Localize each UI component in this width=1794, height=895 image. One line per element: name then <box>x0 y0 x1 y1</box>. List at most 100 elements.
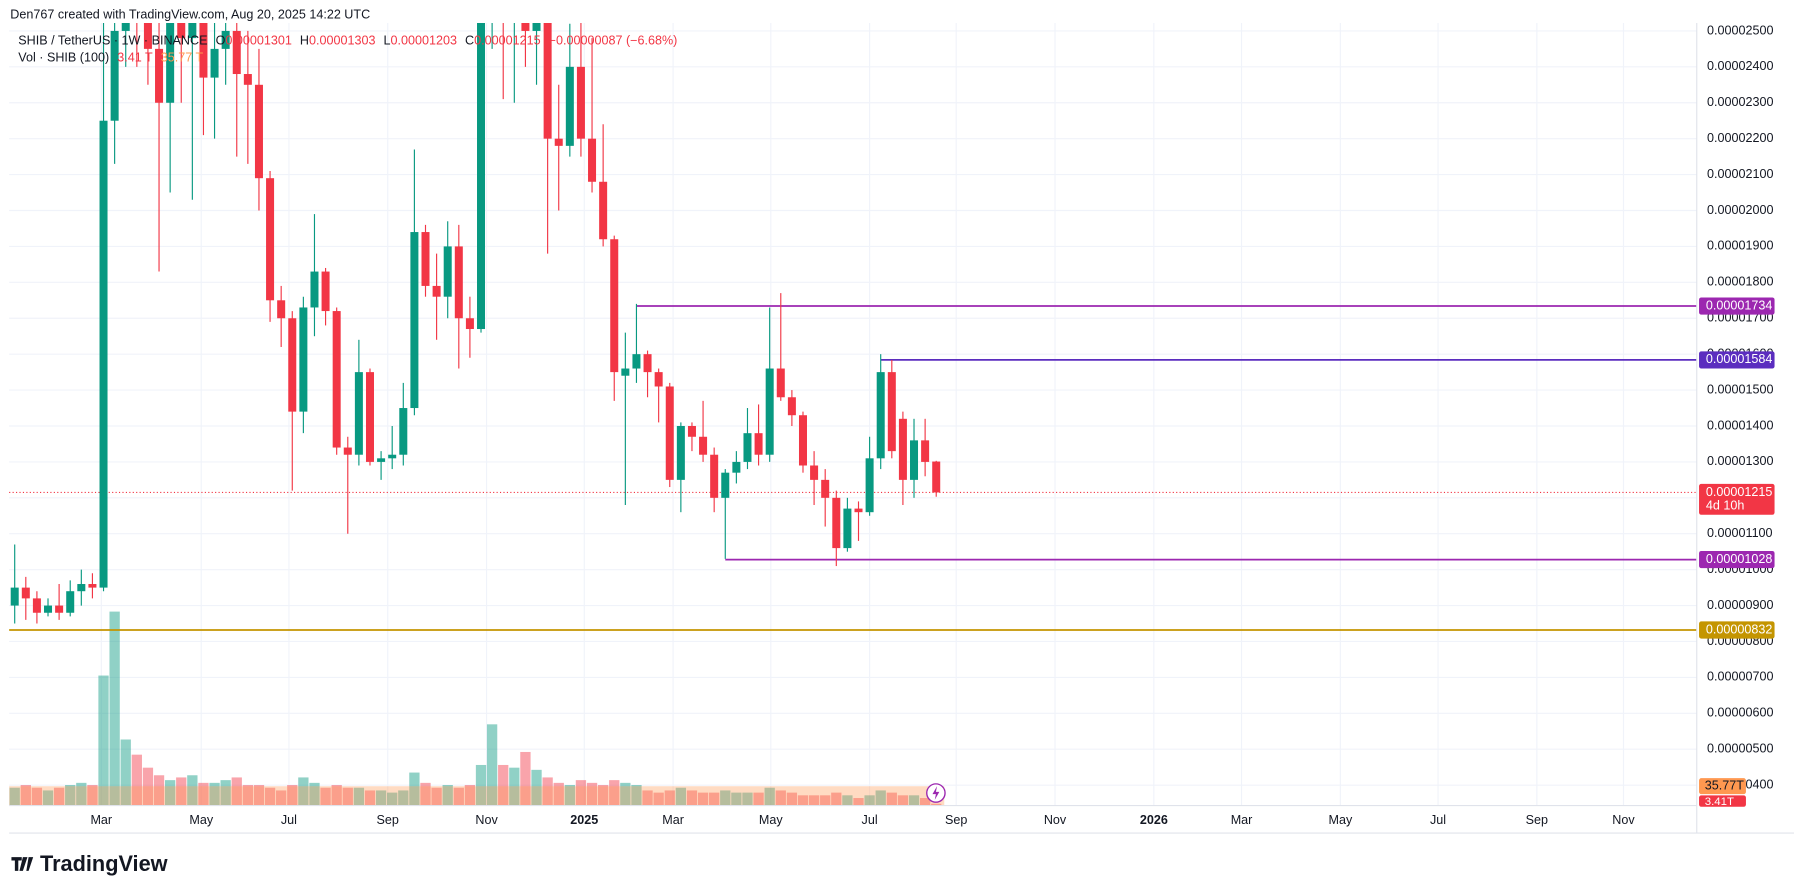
candles <box>10 23 941 624</box>
volume-bar <box>486 724 498 806</box>
x-tick-label: Sep <box>1526 813 1548 827</box>
candle-body <box>254 84 263 179</box>
volume-bar <box>42 790 54 806</box>
candle-body <box>821 479 830 498</box>
y-tick-label: 0.00002100 <box>1707 167 1773 181</box>
volume-bar <box>820 795 831 806</box>
candle-body <box>310 271 319 308</box>
volume-bar <box>675 787 687 806</box>
candle-body <box>798 415 807 466</box>
volume-bar <box>131 754 142 806</box>
y-tick-label: 0.00000900 <box>1707 598 1773 612</box>
candle-body <box>610 239 619 373</box>
x-tick-label: Jul <box>1430 813 1446 827</box>
volume-bar <box>886 792 897 806</box>
volume-bar <box>65 785 76 806</box>
change: −0.00000087 (−6.68%) <box>549 34 678 48</box>
candle-body <box>699 436 708 455</box>
candle-body <box>399 408 408 455</box>
volume-bar <box>709 792 720 806</box>
volume-bar <box>498 764 509 806</box>
candle-body <box>177 23 186 39</box>
volume-bar <box>775 790 786 806</box>
candle-body <box>365 372 374 462</box>
brand: TradingView <box>40 851 168 876</box>
volume-bar <box>464 785 476 806</box>
candle-body <box>643 354 652 373</box>
candle-body <box>776 368 785 398</box>
candle-body <box>99 120 108 588</box>
candle-body <box>10 587 19 606</box>
volume-bar <box>387 792 398 806</box>
price-line-label: 0.00000832 <box>1706 622 1772 636</box>
candle-body <box>621 368 630 376</box>
candle-body <box>576 66 585 139</box>
volume-bar <box>620 782 631 806</box>
y-tick-label: 0.00002300 <box>1707 95 1773 109</box>
volume-bar <box>753 792 764 806</box>
x-tick-label: Jul <box>862 813 878 827</box>
x-tick-label: Sep <box>377 813 399 827</box>
grid <box>9 23 1697 806</box>
volume-bar <box>209 782 220 806</box>
volume-bar <box>631 785 642 806</box>
volume-bar <box>853 798 864 806</box>
candle-body <box>565 66 574 146</box>
volume-bar <box>797 795 809 806</box>
y-tick-label: 0.00001400 <box>1707 418 1773 432</box>
candle-body <box>88 584 97 588</box>
last-price-label: 0.00001215 <box>1706 485 1772 499</box>
y-tick-label: 0.00000500 <box>1707 742 1773 756</box>
ohlc-key: C <box>465 34 474 48</box>
volume-bar <box>842 795 853 806</box>
volume-bar <box>686 790 698 806</box>
candle-body <box>787 397 796 416</box>
candle-body <box>44 605 53 613</box>
candle-body <box>21 587 30 599</box>
candle-body <box>354 372 363 455</box>
volume-bar <box>375 790 387 806</box>
volume-bar <box>220 780 231 806</box>
volume-bar <box>586 782 598 806</box>
volume-bar <box>420 782 431 806</box>
candle-body <box>843 508 852 549</box>
volume-bar <box>475 764 487 806</box>
volume-bar <box>409 772 420 806</box>
volume-bar <box>786 792 798 806</box>
symbol: SHIB / TetherUS · 1W · BINANCE <box>18 34 207 48</box>
candle-body <box>754 433 763 455</box>
volume-bar <box>176 777 187 806</box>
candle-body <box>321 271 330 312</box>
volume-bar <box>320 787 331 806</box>
volume-bar <box>76 782 87 806</box>
volume-legend: Vol · SHIB (100) 3.41 T 35.77 T <box>18 51 203 65</box>
volume-bar <box>875 790 886 806</box>
candle-body <box>887 372 896 452</box>
volume-bar <box>731 792 742 806</box>
volume-bar <box>364 790 376 806</box>
candle-body <box>532 23 541 31</box>
volume-bar <box>531 769 542 806</box>
candle-body <box>343 447 352 455</box>
brand-logo: TradingView <box>11 851 168 876</box>
volume-bar <box>120 739 131 806</box>
candle-body <box>810 465 819 480</box>
volume-bar <box>287 785 298 806</box>
candle-body <box>676 425 685 480</box>
volume-bar <box>276 790 287 806</box>
volume-name: Vol · SHIB (100) <box>18 51 109 65</box>
candle-body <box>477 23 486 330</box>
candle-body <box>121 23 130 31</box>
candle-body <box>721 472 730 498</box>
candle-body <box>110 30 119 121</box>
candle-body <box>77 584 86 592</box>
y-tick-label: 0.00000600 <box>1707 706 1773 720</box>
candle-body <box>55 605 64 613</box>
price-line-label-bg <box>1699 297 1775 315</box>
candle-body <box>543 23 552 139</box>
candle-body <box>210 48 219 78</box>
candle-body <box>732 461 741 473</box>
ohlc-key: L <box>384 34 391 48</box>
x-tick-label: Mar <box>1231 813 1253 827</box>
